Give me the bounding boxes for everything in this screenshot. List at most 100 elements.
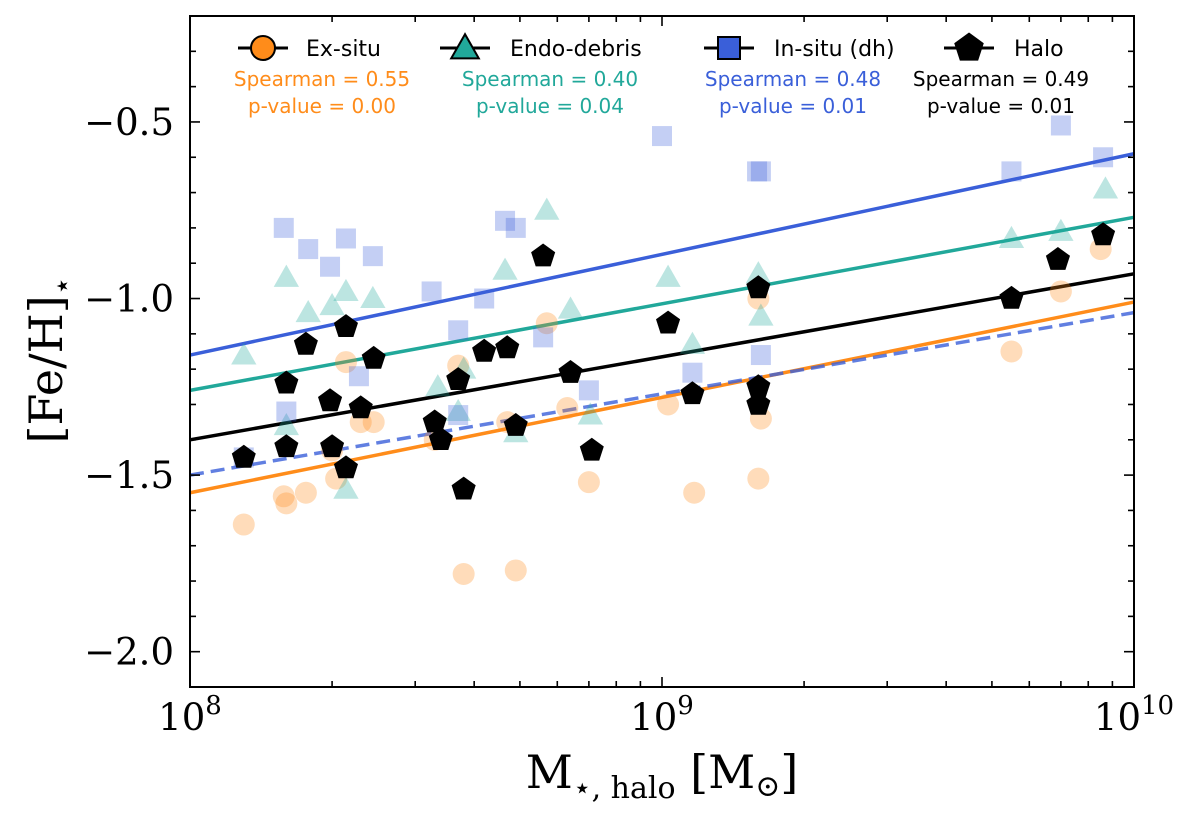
point-ex-situ — [683, 481, 706, 504]
y-tick-label: −1.0 — [84, 278, 174, 321]
point-endo-debris — [577, 402, 603, 425]
legend-label: Ex-situ — [306, 37, 381, 62]
legend-label: Halo — [1014, 37, 1064, 62]
point-endo-debris — [360, 285, 386, 309]
point-halo — [680, 381, 705, 405]
point-ex-situ — [504, 559, 527, 582]
point-halo — [293, 331, 318, 355]
y-tick-label: −2.0 — [84, 631, 174, 674]
point-halo — [361, 345, 386, 369]
point-halo — [656, 310, 681, 334]
point-endo-debris — [295, 300, 321, 323]
point-halo — [446, 367, 471, 390]
point-endo-debris — [534, 197, 560, 220]
point-halo — [558, 360, 583, 383]
point-halo — [746, 391, 771, 415]
point-in-situ-dh — [320, 256, 341, 277]
point-halo — [428, 427, 453, 450]
p-value-label: p-value = 0.00 — [248, 94, 396, 118]
legend-entry-halo: Halo Spearman = 0.49 p-value = 0.01 — [913, 32, 1089, 118]
point-endo-debris — [445, 398, 471, 422]
point-endo-debris — [998, 225, 1025, 248]
x-axis-label: M⋆, halo [M⊙] — [526, 745, 799, 806]
fit-line-endo-debris — [189, 215, 1135, 393]
point-in-situ-dh — [750, 161, 771, 182]
point-ex-situ — [747, 467, 770, 490]
spearman-label: Spearman = 0.49 — [913, 67, 1089, 91]
fit-line-dashed — [189, 310, 1135, 477]
point-halo — [999, 285, 1024, 309]
legend-marker — [954, 32, 984, 61]
point-halo — [579, 437, 604, 461]
point-in-situ-dh — [578, 380, 599, 401]
point-endo-debris — [273, 413, 299, 436]
point-endo-debris — [273, 264, 299, 287]
point-in-situ-dh — [362, 246, 383, 267]
point-endo-debris — [745, 261, 771, 284]
point-ex-situ — [1049, 280, 1072, 303]
point-in-situ-dh — [652, 126, 672, 147]
point-halo — [333, 314, 358, 337]
point-ex-situ — [272, 485, 295, 508]
point-ex-situ — [294, 481, 317, 504]
point-in-situ-dh — [1001, 161, 1022, 182]
point-halo — [746, 275, 771, 299]
x-tick-label: 109 — [630, 691, 694, 739]
point-halo — [333, 455, 358, 479]
axis-ticks — [189, 15, 1135, 688]
point-in-situ-dh — [335, 228, 356, 249]
point-in-situ-dh — [273, 217, 294, 238]
y-tick-label: −1.5 — [84, 454, 174, 497]
point-halo — [495, 335, 520, 359]
y-tick-label: −0.5 — [84, 101, 174, 144]
spearman-label: Spearman = 0.40 — [462, 67, 638, 91]
point-endo-debris — [425, 374, 451, 397]
point-halo — [472, 338, 497, 362]
point-endo-debris — [655, 264, 681, 287]
spearman-label: Spearman = 0.55 — [234, 67, 410, 91]
point-halo — [231, 444, 256, 468]
point-endo-debris — [319, 292, 345, 316]
p-value-label: p-value = 0.01 — [719, 94, 867, 118]
point-endo-debris — [492, 257, 518, 280]
p-value-label: p-value = 0.04 — [476, 94, 624, 118]
point-endo-debris — [333, 476, 359, 499]
point-endo-debris — [1048, 218, 1074, 241]
legend-marker — [250, 35, 276, 61]
point-ex-situ — [556, 397, 579, 420]
point-ex-situ — [275, 492, 298, 515]
point-halo — [274, 370, 299, 394]
point-in-situ-dh — [298, 239, 319, 260]
point-in-situ-dh — [505, 217, 526, 238]
plot-frame — [189, 15, 1135, 688]
x-tick-labels: 108 109 1010 — [158, 691, 1174, 739]
point-in-situ-dh — [747, 161, 768, 182]
point-endo-debris — [1092, 176, 1119, 199]
point-in-situ-dh — [448, 320, 469, 341]
legend: Ex-situ Spearman = 0.55 p-value = 0.00 Endo… — [234, 32, 1089, 118]
point-ex-situ — [334, 351, 357, 374]
fit-line-halo — [189, 272, 1135, 442]
point-halo — [274, 434, 299, 458]
point-in-situ-dh — [421, 281, 442, 302]
data-points — [231, 115, 1119, 585]
point-in-situ-dh — [1050, 115, 1071, 136]
legend-entry-endo-debris: Endo-debris Spearman = 0.40 p-value = 0.04 — [440, 32, 642, 118]
legend-marker — [717, 36, 741, 60]
legend-label: In-situ (dh) — [774, 37, 895, 62]
point-endo-debris — [557, 296, 584, 319]
point-in-situ-dh — [448, 405, 469, 426]
point-endo-debris — [748, 303, 774, 326]
legend-label: Endo-debris — [510, 37, 642, 62]
legend-entry-in-situ-dh: In-situ (dh) Spearman = 0.48 p-value = 0.0… — [704, 36, 895, 118]
point-in-situ-dh — [533, 327, 554, 348]
point-halo — [746, 374, 771, 397]
x-tick-label: 108 — [158, 691, 222, 739]
x-tick-label: 1010 — [1094, 691, 1174, 739]
point-ex-situ — [232, 513, 255, 536]
point-halo — [318, 388, 343, 412]
point-halo — [320, 434, 345, 458]
point-ex-situ — [577, 471, 600, 494]
point-in-situ-dh — [1093, 147, 1114, 168]
